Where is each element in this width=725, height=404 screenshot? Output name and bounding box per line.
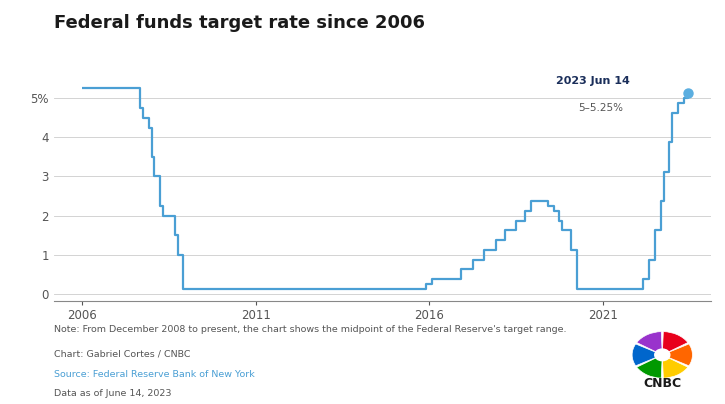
Circle shape <box>655 349 670 361</box>
Text: Source: Federal Reserve Bank of New York: Source: Federal Reserve Bank of New York <box>54 370 255 379</box>
Wedge shape <box>637 332 662 353</box>
Wedge shape <box>663 332 688 353</box>
Wedge shape <box>637 357 662 378</box>
Text: Chart: Gabriel Cortes / CNBC: Chart: Gabriel Cortes / CNBC <box>54 349 191 358</box>
Wedge shape <box>663 357 688 378</box>
Text: Federal funds target rate since 2006: Federal funds target rate since 2006 <box>54 14 426 32</box>
Text: 2023 Jun 14: 2023 Jun 14 <box>556 76 630 86</box>
Wedge shape <box>666 344 692 366</box>
Text: Data as of June 14, 2023: Data as of June 14, 2023 <box>54 389 172 398</box>
Text: 5–5.25%: 5–5.25% <box>579 103 624 113</box>
Text: Note: From December 2008 to present, the chart shows the midpoint of the Federal: Note: From December 2008 to present, the… <box>54 325 567 334</box>
Wedge shape <box>632 344 658 366</box>
Text: CNBC: CNBC <box>643 377 682 390</box>
